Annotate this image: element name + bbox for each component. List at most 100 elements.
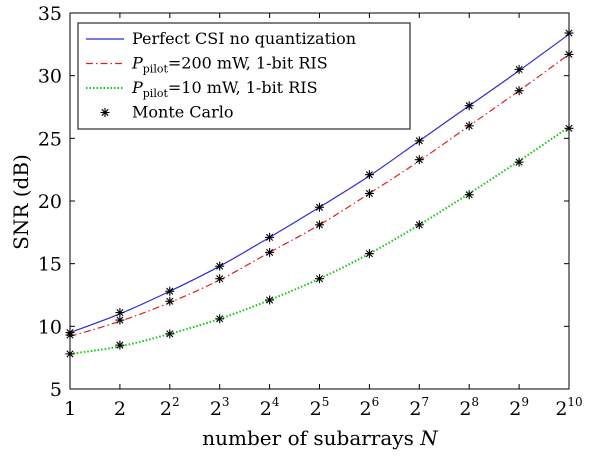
x-tick-label-base-4: 2	[210, 398, 222, 420]
monte-carlo-marker-s2-10-stroke-3	[515, 87, 523, 95]
x-tick-label-exponent-3: 2	[172, 395, 180, 409]
monte-carlo-marker-s2-5-stroke-3	[266, 248, 274, 256]
monte-carlo-marker-s1-6-stroke-3	[315, 203, 324, 211]
monte-carlo-marker-s1-9	[464, 101, 474, 111]
monte-carlo-marker-s1-8	[414, 136, 424, 146]
legend-label-2: Ppilot=200 mW, 1-bit RIS	[131, 54, 328, 76]
monte-carlo-marker-s2-6-stroke-3	[315, 221, 324, 229]
x-tick-label-5: 24	[260, 395, 280, 420]
x-tick-label-exponent-5: 4	[272, 395, 280, 409]
monte-carlo-marker-s2-2	[115, 315, 125, 325]
x-tick-label-exponent-9: 8	[471, 395, 479, 409]
legend-label-rest-3: =10 mW, 1-bit RIS	[168, 78, 318, 97]
legend-label-subscript-3: pilot	[143, 87, 169, 100]
monte-carlo-marker-s1-8-stroke-3	[415, 137, 423, 145]
x-tick-label-7: 26	[360, 395, 380, 420]
x-tick-label-exponent-11: 10	[567, 395, 582, 409]
monte-carlo-marker-s2-7-stroke-3	[365, 189, 373, 198]
x-tick-label-exponent-10: 9	[521, 395, 529, 409]
x-tick-label-base-2: 2	[114, 398, 126, 420]
x-tick-label-base-11: 2	[555, 398, 567, 420]
x-tick-label-base-8: 2	[409, 398, 421, 420]
series-line-2	[69, 53, 570, 337]
x-tick-label-base-3: 2	[160, 398, 172, 420]
legend-marker-monte-carlo-stroke-3	[101, 108, 109, 117]
monte-carlo-marker-s3-10-stroke-3	[515, 158, 523, 166]
y-tick-label-5: 25	[38, 128, 62, 150]
legend-label-1: Perfect CSI no quantization	[132, 29, 356, 48]
x-tick-label-3: 22	[160, 395, 180, 420]
monte-carlo-marker-s2-10	[514, 86, 524, 96]
monte-carlo-marker-s3-3-stroke-3	[166, 330, 174, 338]
monte-carlo-marker-s2-7	[364, 188, 374, 198]
monte-carlo-marker-s3-5	[265, 295, 275, 305]
x-tick-label-1: 1	[64, 398, 76, 420]
monte-carlo-marker-s1-3	[165, 286, 175, 296]
x-tick-label-2: 2	[114, 398, 126, 420]
monte-carlo-marker-s3-5-stroke-3	[266, 296, 274, 304]
monte-carlo-marker-s1-4	[215, 261, 225, 271]
monte-carlo-marker-s2-2-stroke-3	[116, 316, 124, 324]
monte-carlo-marker-s1-2	[115, 308, 125, 318]
series-line-3	[69, 126, 570, 355]
monte-carlo-marker-s2-6	[315, 220, 324, 230]
y-tick-label-1: 5	[50, 379, 62, 401]
x-tick-label-4: 23	[210, 395, 230, 420]
monte-carlo-marker-s3-7	[364, 249, 374, 259]
legend-label-3: Ppilot=10 mW, 1-bit RIS	[131, 78, 318, 100]
x-tick-label-exponent-4: 3	[222, 395, 230, 409]
monte-carlo-marker-s2-9	[464, 121, 474, 131]
monte-carlo-marker-s1-7	[364, 170, 374, 180]
monte-carlo-marker-s1-9-stroke-3	[465, 102, 473, 110]
x-tick-label-exponent-6: 5	[322, 395, 330, 409]
legend-label-main-3: P	[131, 78, 143, 97]
x-axis-label-text: number of subarrays	[202, 426, 420, 450]
x-tick-label-base-10: 2	[509, 398, 521, 420]
legend-label-rest-2: =200 mW, 1-bit RIS	[168, 54, 328, 73]
monte-carlo-marker-s1-6	[315, 202, 324, 212]
monte-carlo-marker-s2-8	[414, 155, 424, 165]
monte-carlo-marker-s1-10-stroke-3	[515, 65, 523, 73]
x-tick-label-8: 27	[409, 395, 429, 420]
monte-carlo-marker-s1-5	[265, 232, 275, 242]
monte-carlo-marker-s3-3	[165, 329, 175, 339]
y-tick-label-2: 10	[38, 316, 62, 338]
legend-label-main-2: P	[131, 54, 143, 73]
monte-carlo-marker-s3-10	[514, 157, 524, 167]
monte-carlo-marker-s2-8-stroke-3	[415, 156, 423, 164]
monte-carlo-marker-s3-2	[115, 340, 125, 350]
y-axis-label: SNR (dB)	[9, 154, 33, 250]
legend-label-monte-carlo: Monte Carlo	[132, 103, 233, 122]
monte-carlo-marker-s2-9-stroke-3	[465, 122, 473, 130]
legend-box	[77, 22, 411, 130]
monte-carlo-marker-s1-3-stroke-3	[166, 287, 174, 295]
legend-marker-monte-carlo	[100, 108, 110, 117]
monte-carlo-marker-s3-4	[215, 314, 225, 324]
monte-carlo-marker-s1-2-stroke-3	[116, 308, 124, 317]
y-tick-label-3: 15	[38, 254, 62, 276]
x-tick-label-10: 29	[509, 395, 529, 420]
monte-carlo-marker-s2-3-stroke-3	[166, 297, 174, 305]
monte-carlo-marker-s1-5-stroke-3	[266, 233, 274, 241]
x-tick-label-exponent-7: 6	[372, 395, 380, 409]
legend-label-subscript-2: pilot	[143, 63, 169, 76]
x-tick-label-base-5: 2	[260, 398, 272, 420]
x-tick-label-11: 210	[555, 395, 582, 420]
x-axis-label-variable: N	[419, 426, 439, 450]
monte-carlo-marker-s3-9-stroke-3	[465, 191, 473, 199]
monte-carlo-marker-s3-2-stroke-3	[116, 341, 124, 349]
monte-carlo-marker-s2-4-stroke-3	[216, 275, 224, 283]
monte-carlo-marker-s3-8-stroke-3	[415, 221, 423, 229]
monte-carlo-marker-s3-8	[414, 220, 424, 230]
plot-area	[65, 28, 574, 359]
x-tick-label-base-7: 2	[360, 398, 372, 420]
y-tick-label-6: 30	[38, 66, 62, 88]
x-tick-label-base-9: 2	[459, 398, 471, 420]
y-tick-label-7: 35	[38, 3, 62, 25]
x-tick-label-base-1: 1	[64, 398, 76, 420]
y-tick-label-4: 20	[38, 191, 62, 213]
monte-carlo-marker-s3-4-stroke-3	[216, 315, 224, 323]
x-axis-label: number of subarrays N	[202, 426, 439, 450]
